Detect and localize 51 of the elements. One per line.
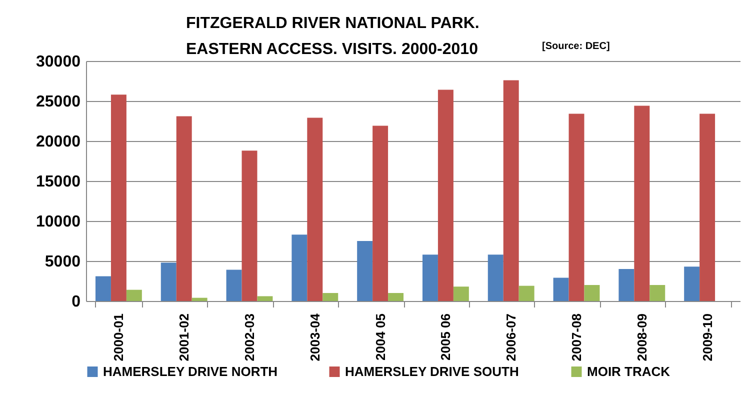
bar: [372, 126, 388, 301]
legend-label: HAMERSLEY DRIVE SOUTH: [345, 364, 519, 379]
y-tick-label: 5000: [44, 254, 81, 270]
bar: [453, 286, 469, 301]
bar: [503, 80, 519, 301]
x-tick-label: 2006-07: [504, 314, 519, 362]
bar: [307, 118, 323, 301]
bar: [684, 266, 700, 301]
bar: [176, 116, 192, 301]
x-tick-label: 2002-03: [242, 314, 257, 362]
y-tick-label: 10000: [36, 214, 81, 230]
bar: [257, 296, 273, 301]
bar: [322, 293, 338, 301]
bar: [292, 234, 308, 301]
bar: [160, 262, 176, 301]
x-tick-label: 2001-02: [176, 314, 192, 362]
x-tick-label: 2009-10: [700, 314, 715, 362]
x-tick-label: 2005 06: [438, 314, 454, 360]
text: [Source: DEC]: [542, 41, 610, 52]
bar: [618, 269, 634, 301]
chart-title: FITZGERALD RIVER NATIONAL PARK. EASTERN ACCESS. VISITS. 2000-2010: [186, 15, 480, 58]
bar: [700, 114, 716, 301]
bar: [388, 293, 404, 301]
x-tick-label: 2003-04: [307, 312, 322, 362]
bar: [126, 290, 142, 301]
bar: [357, 241, 373, 301]
x-tick-label: 2007-08: [569, 314, 584, 362]
bar: [553, 278, 569, 301]
bar: [226, 270, 242, 301]
bar: [110, 94, 126, 301]
bar: [488, 254, 504, 301]
y-tick-label: 0: [72, 294, 81, 310]
y-tick-label: 25000: [36, 94, 81, 110]
bar: [568, 114, 584, 301]
bar: [584, 285, 600, 301]
bar: [650, 285, 666, 301]
y-tick-label: 15000: [36, 174, 81, 190]
x-tick-label: 2008-09: [634, 314, 650, 362]
bar: [242, 150, 258, 301]
legend-label: MOIR TRACK: [587, 364, 671, 379]
y-tick-label: 30000: [36, 54, 81, 70]
bar: [95, 276, 111, 301]
legend-label: HAMERSLEY DRIVE NORTH: [103, 364, 278, 379]
x-tick-label: 2000-01: [111, 314, 126, 362]
bar: [192, 298, 208, 301]
bar: [438, 90, 454, 301]
x-tick-label: 2004 05: [372, 314, 388, 360]
bar: [634, 106, 650, 301]
bar: [422, 254, 438, 301]
y-tick-label: 20000: [36, 134, 81, 150]
bar: [518, 286, 534, 301]
